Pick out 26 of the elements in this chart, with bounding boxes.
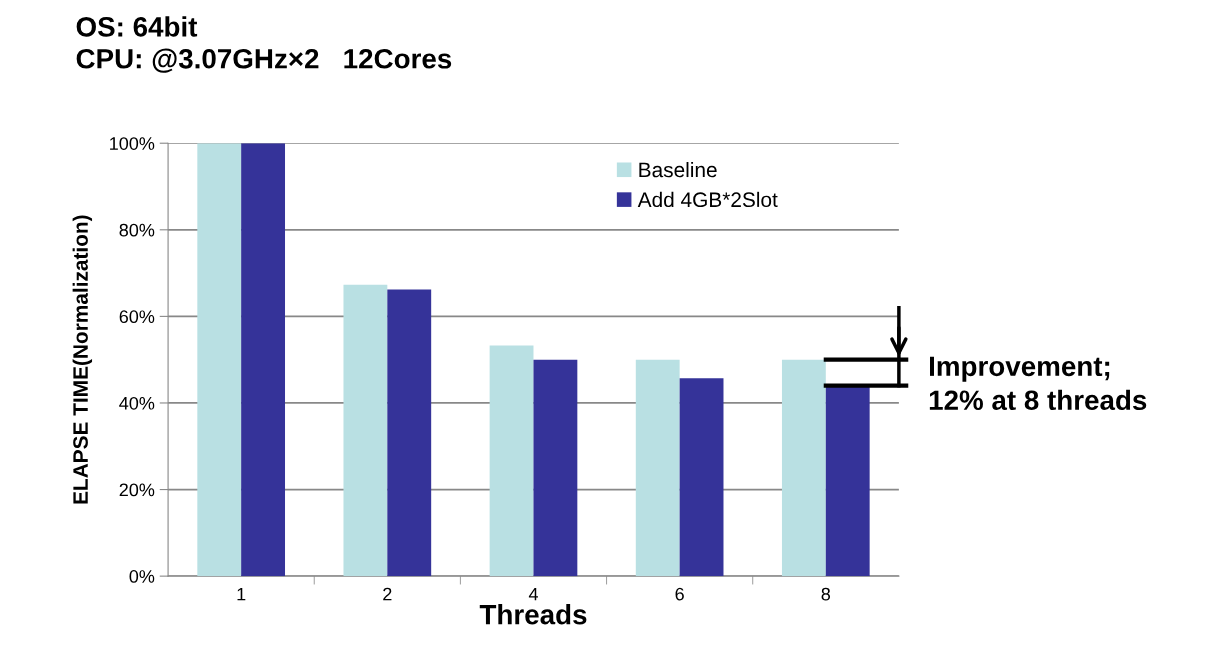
bar bbox=[387, 289, 432, 577]
chart-title: OS: 64bit CPU: @3.07GHz×2 12Cores bbox=[76, 16, 452, 73]
bar bbox=[241, 143, 286, 577]
x-tick-label: 6 bbox=[675, 587, 684, 601]
bar bbox=[489, 345, 534, 577]
y-tick-label: 20% bbox=[119, 483, 155, 497]
annotation: Improvement; 12% at 8 threads bbox=[929, 356, 1147, 411]
legend-label: Baseline bbox=[639, 161, 717, 178]
y-tick-label: 100% bbox=[110, 137, 155, 150]
y-tick-label: 0% bbox=[129, 570, 155, 583]
bar bbox=[533, 359, 578, 577]
x-tick-label: 8 bbox=[821, 587, 831, 601]
x-tick-label: 2 bbox=[383, 587, 392, 601]
y-tick-label: 60% bbox=[119, 310, 155, 324]
legend-label: Add 4GB*2Slot bbox=[637, 191, 778, 208]
bar bbox=[343, 284, 388, 577]
x-axis-title: Threads bbox=[479, 604, 587, 625]
x-tick-label: 1 bbox=[237, 587, 246, 601]
x-tick-label: 4 bbox=[528, 587, 538, 601]
bar bbox=[635, 359, 680, 577]
y-tick-label: 40% bbox=[119, 396, 155, 410]
bar bbox=[197, 143, 242, 577]
bar bbox=[781, 359, 826, 577]
y-tick-label: 80% bbox=[119, 223, 155, 237]
bar bbox=[679, 378, 724, 577]
y-axis-title: ELAPSE TIME(Normalization) bbox=[72, 215, 93, 504]
